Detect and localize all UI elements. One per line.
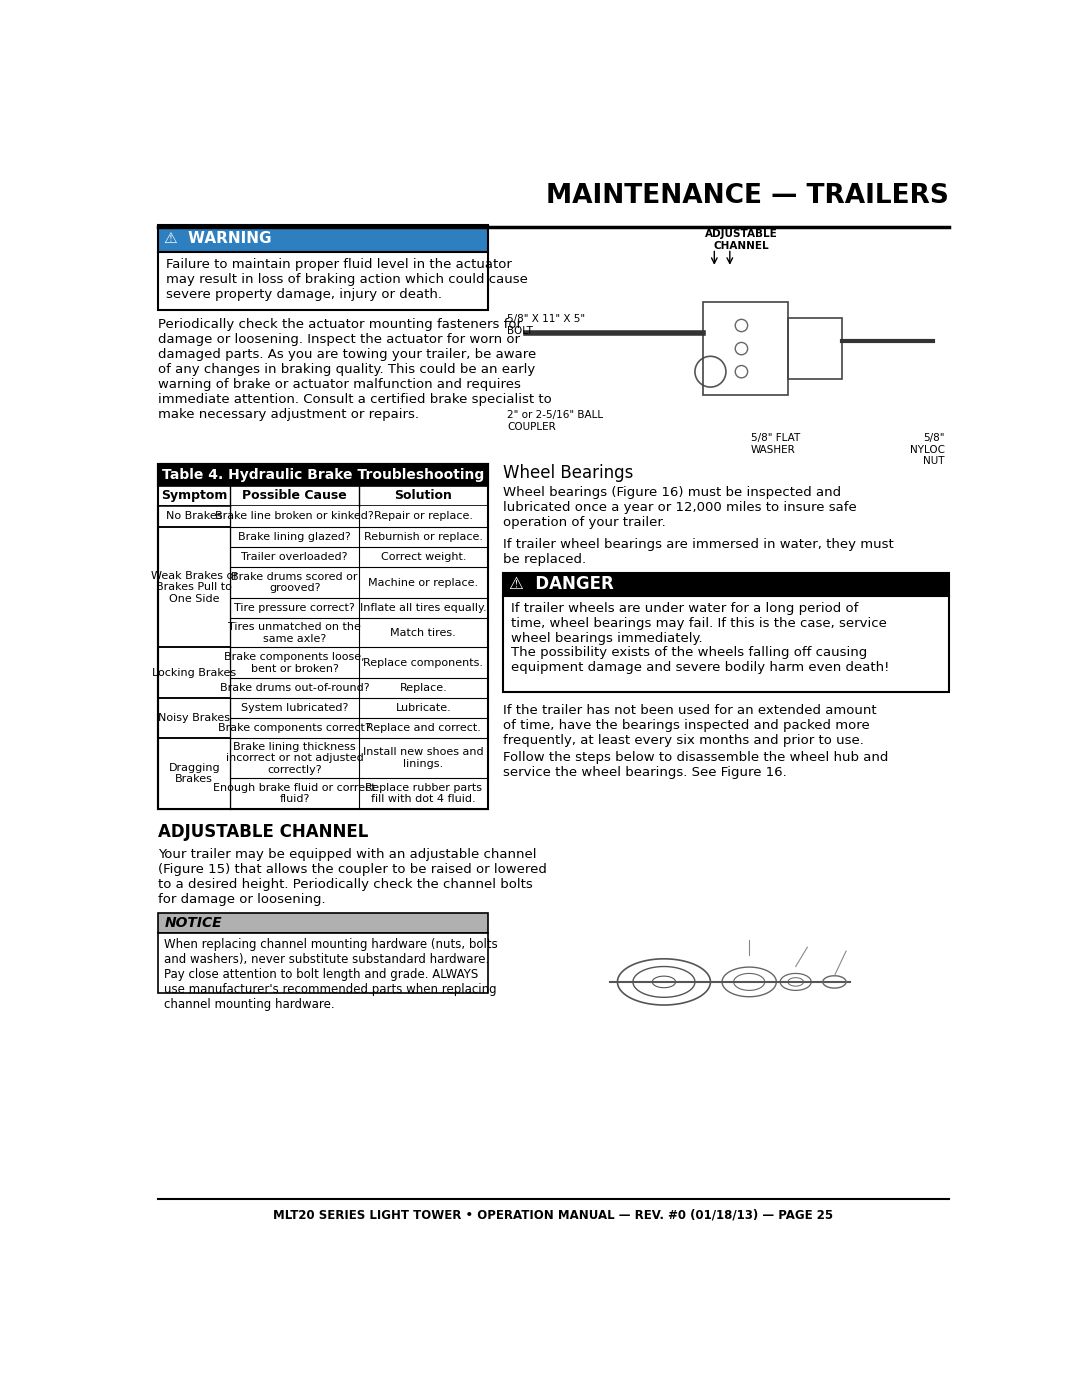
Text: Machine or replace.: Machine or replace.: [368, 578, 478, 588]
Bar: [230, 647, 488, 678]
Text: Noisy Brakes: Noisy Brakes: [159, 714, 230, 724]
Text: ⚠  DANGER: ⚠ DANGER: [510, 576, 615, 594]
Bar: [159, 647, 230, 698]
Text: 5/8"
NYLOC
NUT: 5/8" NYLOC NUT: [909, 433, 945, 467]
Text: ADJUSTABLE CHANNEL: ADJUSTABLE CHANNEL: [159, 823, 368, 841]
Text: Correct weight.: Correct weight.: [380, 552, 467, 562]
Text: If the trailer has not been used for an extended amount
of time, have the bearin: If the trailer has not been used for an …: [503, 704, 877, 746]
Text: The possibility exists of the wheels falling off causing
equipment damage and se: The possibility exists of the wheels fal…: [511, 645, 889, 673]
Text: MAINTENANCE — TRAILERS: MAINTENANCE — TRAILERS: [545, 183, 948, 210]
Text: Wheel Bearings: Wheel Bearings: [503, 464, 634, 482]
Bar: [159, 738, 230, 809]
Text: 5/8" FLAT
WASHER: 5/8" FLAT WASHER: [751, 433, 800, 455]
Text: Tire pressure correct?: Tire pressure correct?: [234, 604, 355, 613]
Text: Wheel bearings (Figure 16) must be inspected and
lubricated once a year or 12,00: Wheel bearings (Figure 16) must be inspe…: [503, 486, 856, 528]
Text: Inflate all tires equally.: Inflate all tires equally.: [360, 604, 487, 613]
Text: Dragging
Brakes: Dragging Brakes: [168, 763, 220, 785]
Bar: [159, 464, 488, 486]
Bar: [230, 778, 488, 809]
Text: Your trailer may be equipped with an adjustable channel
(Figure 15) that allows : Your trailer may be equipped with an adj…: [159, 848, 548, 905]
Text: Repair or replace.: Repair or replace.: [374, 511, 473, 521]
Text: When replacing channel mounting hardware (nuts, bolts
and washers), never substi: When replacing channel mounting hardware…: [164, 939, 498, 1011]
Text: Replace and correct.: Replace and correct.: [366, 724, 481, 733]
Text: Tires unmatched on the
same axle?: Tires unmatched on the same axle?: [228, 622, 361, 644]
Text: 2" or 2-5/16" BALL
COUPLER: 2" or 2-5/16" BALL COUPLER: [507, 411, 603, 432]
Text: Brake lining glazed?: Brake lining glazed?: [239, 532, 351, 542]
Text: No Brakes: No Brakes: [166, 511, 222, 521]
Bar: [159, 486, 488, 506]
Bar: [230, 567, 488, 598]
Bar: [230, 506, 488, 527]
Text: ⚠  WARNING: ⚠ WARNING: [164, 231, 272, 246]
Bar: [159, 251, 488, 310]
Bar: [230, 698, 488, 718]
Text: Brake drums out-of-round?: Brake drums out-of-round?: [220, 683, 369, 693]
Bar: [503, 573, 948, 595]
Bar: [159, 527, 230, 647]
Bar: [159, 914, 488, 933]
Text: Brake lining thickness
incorrect or not adjusted
correctly?: Brake lining thickness incorrect or not …: [226, 742, 364, 775]
Text: Replace.: Replace.: [400, 683, 447, 693]
Bar: [230, 738, 488, 778]
Text: Match tires.: Match tires.: [391, 627, 456, 637]
Text: Install new shoes and
linings.: Install new shoes and linings.: [363, 747, 484, 768]
Text: Enough brake fluid or correct
fluid?: Enough brake fluid or correct fluid?: [214, 782, 376, 805]
Bar: [230, 598, 488, 617]
Bar: [159, 933, 488, 993]
Text: Locking Brakes: Locking Brakes: [152, 668, 237, 678]
Text: Table 4. Hydraulic Brake Troubleshooting: Table 4. Hydraulic Brake Troubleshooting: [162, 468, 484, 482]
Bar: [230, 548, 488, 567]
Text: Replace components.: Replace components.: [363, 658, 484, 668]
Text: Reburnish or replace.: Reburnish or replace.: [364, 532, 483, 542]
Bar: [230, 718, 488, 738]
Text: Replace rubber parts
fill with dot 4 fluid.: Replace rubber parts fill with dot 4 flu…: [365, 782, 482, 805]
Bar: [703, 302, 788, 395]
Text: If trailer wheel bearings are immersed in water, they must
be replaced.: If trailer wheel bearings are immersed i…: [503, 538, 894, 566]
Bar: [230, 617, 488, 647]
Text: Weak Brakes or
Brakes Pull to
One Side: Weak Brakes or Brakes Pull to One Side: [151, 571, 238, 604]
Text: Follow the steps below to disassemble the wheel hub and
service the wheel bearin: Follow the steps below to disassemble th…: [503, 752, 889, 780]
Bar: [503, 595, 948, 692]
Bar: [159, 506, 230, 527]
Bar: [230, 527, 488, 548]
Text: Solution: Solution: [394, 489, 453, 502]
Text: NOTICE: NOTICE: [164, 916, 222, 930]
Text: Brake components loose,
bent or broken?: Brake components loose, bent or broken?: [225, 652, 365, 673]
Text: Periodically check the actuator mounting fasteners for
damage or loosening. Insp: Periodically check the actuator mounting…: [159, 317, 552, 420]
Text: Brake line broken or kinked?: Brake line broken or kinked?: [215, 511, 374, 521]
Text: Lubricate.: Lubricate.: [395, 703, 451, 714]
Bar: [159, 225, 488, 251]
Text: ADJUSTABLE
CHANNEL: ADJUSTABLE CHANNEL: [705, 229, 778, 251]
Bar: [159, 698, 230, 738]
Text: System lubricated?: System lubricated?: [241, 703, 349, 714]
Text: Brake components correct?: Brake components correct?: [218, 724, 372, 733]
Bar: [230, 678, 488, 698]
Text: MLT20 SERIES LIGHT TOWER • OPERATION MANUAL — REV. #0 (01/18/13) — PAGE 25: MLT20 SERIES LIGHT TOWER • OPERATION MAN…: [273, 1208, 834, 1222]
Bar: [159, 464, 488, 809]
Bar: [788, 317, 842, 380]
Text: Trailer overloaded?: Trailer overloaded?: [242, 552, 348, 562]
Text: Possible Cause: Possible Cause: [242, 489, 347, 502]
Text: Symptom: Symptom: [161, 489, 228, 502]
Text: Brake drums scored or
grooved?: Brake drums scored or grooved?: [231, 571, 357, 594]
Text: If trailer wheels are under water for a long period of
time, wheel bearings may : If trailer wheels are under water for a …: [511, 602, 887, 645]
Text: 5/8" X 11" X 5"
BOLT: 5/8" X 11" X 5" BOLT: [507, 314, 585, 335]
Text: Failure to maintain proper fluid level in the actuator
may result in loss of bra: Failure to maintain proper fluid level i…: [166, 257, 528, 300]
